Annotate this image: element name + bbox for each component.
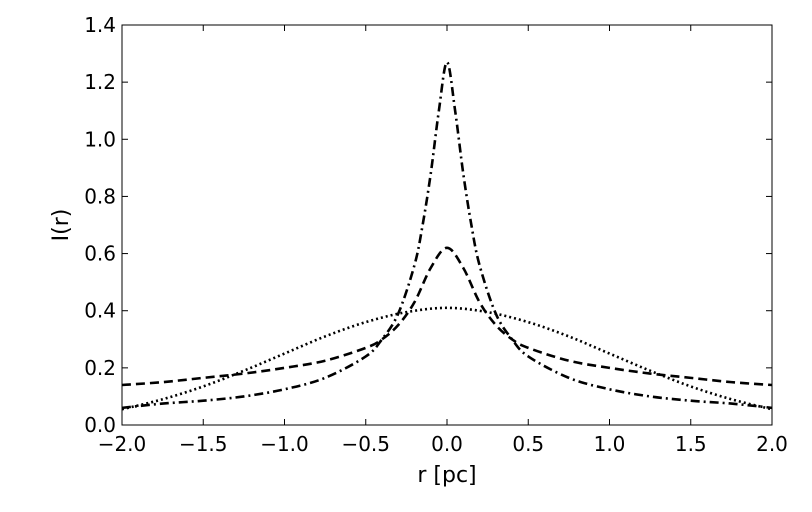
- series-line-dotted: [121, 306, 773, 411]
- y-tick-label: 1.4: [84, 13, 116, 37]
- tick-labels-layer: −2.0 −1.5 −1.0 −0.5 0.0 0.5 1.0 1.5 2.0 0.0 0.2 0.4…: [84, 13, 788, 456]
- x-axis-label: r [pc]: [417, 463, 476, 488]
- y-tick-label: 0.2: [84, 356, 116, 380]
- x-tick-label: 0.0: [431, 432, 463, 456]
- series-layer: [121, 60, 773, 411]
- series-line-dashdot: [121, 60, 773, 410]
- x-tick-label: 0.5: [512, 432, 544, 456]
- y-axis-label: I(r): [49, 209, 74, 242]
- x-tick-label: −0.5: [341, 432, 390, 456]
- ticks-layer: [121, 24, 773, 426]
- y-tick-label: 0.8: [84, 184, 116, 208]
- series-line-dashed: [121, 246, 773, 387]
- x-tick-label: −2.0: [98, 432, 147, 456]
- x-tick-label: 1.0: [594, 432, 626, 456]
- y-tick-label: 0.0: [84, 413, 116, 437]
- plot-frame: [121, 24, 773, 426]
- y-tick-label: 0.6: [84, 242, 116, 266]
- x-tick-label: −1.0: [260, 432, 309, 456]
- x-tick-label: 1.5: [675, 432, 707, 456]
- x-tick-label: 2.0: [756, 432, 788, 456]
- x-tick-label: −1.5: [179, 432, 228, 456]
- y-tick-label: 0.4: [84, 299, 116, 323]
- y-tick-label: 1.2: [84, 70, 116, 94]
- y-tick-label: 1.0: [84, 127, 116, 151]
